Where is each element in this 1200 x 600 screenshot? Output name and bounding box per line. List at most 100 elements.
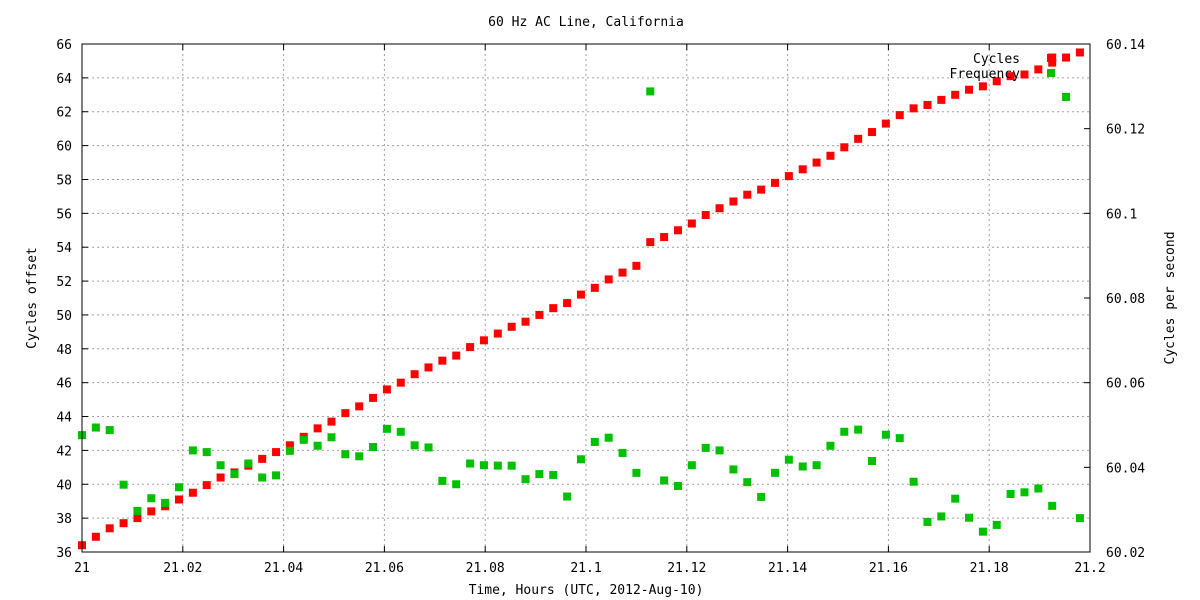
- data-point-frequency: [729, 465, 738, 474]
- data-point-cycles: [272, 448, 281, 457]
- data-point-frequency: [119, 480, 128, 489]
- data-point-frequency: [771, 468, 779, 477]
- data-point-frequency: [937, 512, 946, 521]
- x-tick-label: 21.14: [768, 561, 807, 576]
- data-point-cycles: [535, 310, 544, 319]
- data-point-frequency: [285, 446, 294, 455]
- data-point-cycles: [618, 268, 627, 277]
- data-point-frequency: [1048, 501, 1057, 510]
- data-point-frequency: [757, 492, 766, 501]
- data-point-cycles: [396, 378, 405, 387]
- data-point-cycles: [840, 143, 849, 152]
- data-point-cycles: [493, 329, 502, 338]
- data-point-cycles: [202, 481, 211, 490]
- data-point-frequency: [369, 443, 378, 452]
- x-tick-label: 21.06: [365, 561, 404, 576]
- y2-tick-label: 60.08: [1106, 292, 1145, 307]
- data-point-cycles: [507, 322, 516, 331]
- data-point-frequency: [784, 455, 793, 464]
- y-tick-label: 38: [56, 512, 72, 527]
- data-point-frequency: [175, 483, 184, 492]
- data-point-frequency: [743, 478, 752, 487]
- data-point-frequency: [881, 430, 890, 439]
- data-point-cycles: [1075, 48, 1084, 57]
- y-tick-label: 48: [56, 343, 72, 358]
- x-tick-label: 21.02: [163, 561, 202, 576]
- data-point-frequency: [549, 470, 558, 479]
- data-point-cycles: [660, 233, 669, 242]
- data-point-frequency: [1006, 490, 1015, 499]
- data-point-cycles: [881, 119, 890, 128]
- y-tick-label: 42: [56, 444, 72, 459]
- data-point-cycles: [355, 402, 364, 411]
- data-point-cycles: [188, 488, 197, 497]
- data-point-frequency: [535, 470, 544, 479]
- data-point-cycles: [410, 370, 419, 379]
- data-point-cycles: [632, 261, 641, 270]
- y2-axis-label: Cycles per second: [1163, 231, 1178, 364]
- data-point-frequency: [923, 517, 932, 526]
- data-point-cycles: [715, 204, 724, 213]
- x-tick-label: 21.08: [466, 561, 505, 576]
- data-point-frequency: [673, 481, 682, 490]
- y2-tick-label: 60.06: [1106, 377, 1145, 392]
- data-point-frequency: [1020, 488, 1029, 497]
- y2-tick-label: 60.12: [1106, 123, 1145, 138]
- data-point-cycles: [1062, 53, 1071, 62]
- data-point-frequency: [715, 446, 724, 455]
- data-point-frequency: [951, 494, 960, 503]
- data-point-cycles: [604, 275, 613, 284]
- data-point-cycles: [549, 304, 558, 313]
- data-point-cycles: [978, 82, 987, 91]
- data-point-cycles: [923, 100, 932, 109]
- data-point-cycles: [133, 514, 142, 523]
- data-point-frequency: [563, 492, 572, 501]
- y2-tick-label: 60.02: [1106, 546, 1145, 561]
- y-tick-label: 58: [56, 173, 72, 188]
- data-point-cycles: [1034, 65, 1043, 74]
- data-point-frequency: [327, 433, 336, 442]
- data-point-cycles: [576, 290, 585, 299]
- data-point-cycles: [868, 128, 877, 137]
- x-axis-label: Time, Hours (UTC, 2012-Aug-10): [469, 583, 704, 598]
- data-point-frequency: [133, 506, 142, 515]
- data-point-cycles: [673, 226, 682, 235]
- data-point-cycles: [757, 185, 766, 194]
- data-point-frequency: [216, 461, 225, 470]
- y2-tick-label: 60.14: [1106, 38, 1145, 53]
- data-point-cycles: [424, 363, 433, 372]
- data-point-cycles: [466, 343, 475, 352]
- data-point-cycles: [175, 495, 184, 504]
- data-point-frequency: [576, 455, 585, 464]
- x-tick-label: 21.04: [264, 561, 303, 576]
- x-tick-label: 21.1: [570, 561, 601, 576]
- y-axis-label: Cycles offset: [25, 247, 40, 349]
- data-point-frequency: [660, 476, 669, 485]
- y-tick-label: 64: [56, 72, 72, 87]
- data-point-cycles: [105, 524, 114, 533]
- data-point-cycles: [701, 211, 710, 220]
- data-point-frequency: [632, 468, 641, 477]
- x-tick-label: 21.18: [970, 561, 1009, 576]
- data-point-cycles: [341, 409, 350, 418]
- legend-label-cycles: Cycles: [973, 52, 1020, 67]
- data-point-frequency: [798, 462, 807, 471]
- data-point-frequency: [466, 459, 475, 468]
- data-point-cycles: [729, 197, 738, 206]
- chart-title: 60 Hz AC Line, California: [488, 15, 684, 30]
- data-point-frequency: [341, 450, 350, 459]
- data-point-frequency: [161, 498, 170, 507]
- y-tick-label: 36: [56, 546, 72, 561]
- data-point-cycles: [992, 77, 1001, 86]
- data-point-frequency: [521, 475, 530, 484]
- y2-tick-label: 60.04: [1106, 461, 1145, 476]
- data-point-cycles: [369, 393, 378, 402]
- y2-tick-label: 60.1: [1106, 207, 1137, 222]
- data-point-frequency: [299, 435, 308, 444]
- data-point-cycles: [1020, 70, 1029, 79]
- data-point-frequency: [355, 452, 364, 461]
- plot-series: [78, 48, 1084, 550]
- data-point-frequency: [188, 446, 197, 455]
- data-point-cycles: [313, 424, 322, 433]
